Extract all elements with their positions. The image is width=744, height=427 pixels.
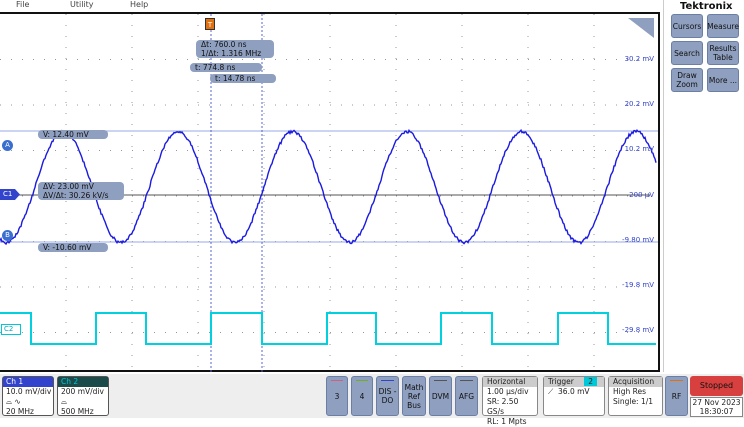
horizontal-panel[interactable]: Horizontal 1.00 µs/div SR: 2.50 GS/s RL: 1 … (482, 376, 538, 416)
delta-t-readout: Δt: 760.0 ns 1/Δt: 1.316 MHz (196, 40, 274, 58)
results-table-button[interactable]: Results Table (707, 41, 739, 65)
waveform-display[interactable]: 30.2 mV 20.2 mV 10.2 mV 200 µV -9.80 mV … (0, 12, 660, 372)
measure-button[interactable]: Measure (707, 14, 739, 38)
dvm-button[interactable]: DVM (429, 376, 452, 416)
y-label: -19.8 mV (622, 281, 654, 289)
delta-v-readout: ΔV: 23.00 mV ΔV/Δt: 30.26 kV/s (38, 182, 124, 200)
draw-zoom-button[interactable]: Draw Zoom (671, 68, 703, 92)
y-label: 200 µV (629, 191, 654, 199)
menu-file[interactable]: File (16, 0, 29, 9)
menu-bar: File Utility Help (0, 0, 660, 12)
ch4-button[interactable]: 4 (351, 376, 373, 416)
afg-button[interactable]: AFG (455, 376, 478, 416)
trigger-position-marker[interactable]: T (205, 18, 215, 30)
ch3-button[interactable]: 3 (326, 376, 348, 416)
more-button[interactable]: More ... (707, 68, 739, 92)
y-label: 20.2 mV (625, 100, 654, 108)
cursor-a-marker[interactable]: A (2, 140, 13, 151)
acquisition-panel[interactable]: Acquisition High Res Single: 1/1 (608, 376, 663, 416)
y-label: 10.2 mV (625, 145, 654, 153)
y-label: -29.8 mV (622, 326, 654, 334)
digital-button[interactable]: DIS -DO (376, 376, 399, 416)
cursors-button[interactable]: Cursors (671, 14, 703, 38)
cursor-b-marker[interactable]: B (2, 230, 13, 241)
ch2-badge[interactable]: Ch 2 200 mV/div ⌓ 500 MHz (57, 376, 109, 416)
math-ref-bus-button[interactable]: Math Ref Bus (402, 376, 426, 416)
trigger-panel[interactable]: Trigger 2 ⟋ 36.0 mV (543, 376, 605, 416)
ch2-offset-marker[interactable]: C2 (1, 324, 21, 335)
ch1-badge[interactable]: Ch 1 10.0 mV/div ⌓ ∿ 20 MHz (2, 376, 54, 416)
rf-button[interactable]: RF (665, 376, 688, 416)
y-label: -9.80 mV (622, 236, 654, 244)
y-label: 30.2 mV (625, 55, 654, 63)
cursor-b-volt-readout: V: -10.60 mV (38, 243, 108, 252)
cursor-b-time-readout: t: 14.78 ns (210, 74, 276, 83)
menu-utility[interactable]: Utility (70, 0, 94, 9)
menu-help[interactable]: Help (130, 0, 148, 9)
trigger-source-badge: 2 (584, 377, 597, 386)
date-time: 27 Nov 2023 18:30:07 (690, 397, 743, 417)
cursor-a-time-readout: t: 774.8 ns (190, 63, 262, 72)
tektronix-logo: Tektronix (680, 1, 733, 12)
ch2-waveform (0, 313, 656, 344)
cursor-a-volt-readout: V: 12.40 mV (38, 130, 108, 139)
search-button[interactable]: Search (671, 41, 703, 65)
run-stop-status[interactable]: Stopped (690, 376, 743, 396)
